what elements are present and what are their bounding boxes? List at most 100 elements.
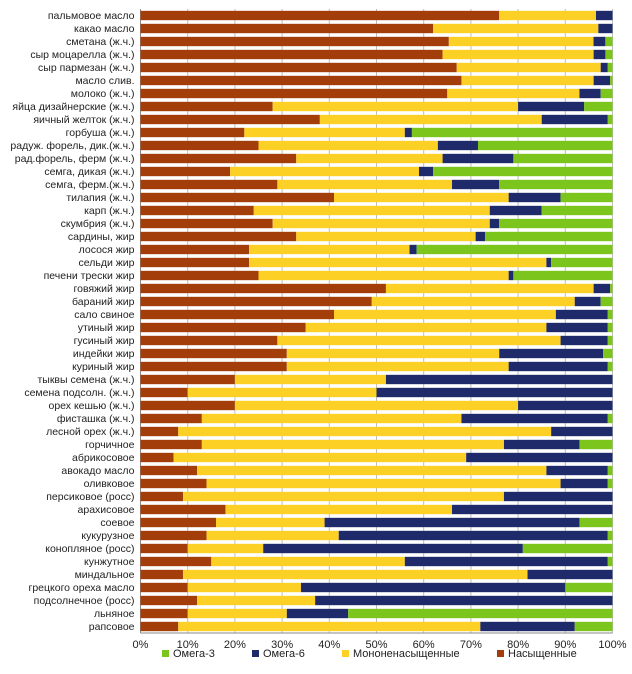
bar-segment <box>286 361 509 372</box>
category-label: орех кешью (ж.ч.) <box>48 400 134 412</box>
bar-segment <box>411 127 613 138</box>
bar-segment <box>206 478 561 489</box>
bar-segment <box>140 569 183 580</box>
bar-segment <box>187 387 377 398</box>
bar-segment <box>607 114 613 125</box>
category-label: бараний жир <box>72 296 135 308</box>
bar-segment <box>300 582 566 593</box>
category-label: соевое <box>100 517 134 529</box>
bar-segment <box>296 231 476 242</box>
bar-segment <box>579 439 613 450</box>
bar-segment <box>296 153 443 164</box>
bar-segment <box>182 491 504 502</box>
bar-segment <box>140 244 250 255</box>
bar-segment <box>140 608 188 619</box>
legend-swatch <box>162 650 169 657</box>
bar-segment <box>447 88 580 99</box>
bar-segment <box>140 348 287 359</box>
bar-segment <box>574 621 613 632</box>
bar-segment <box>607 309 613 320</box>
bar-segment <box>489 205 542 216</box>
x-tick-label: 30% <box>271 639 293 651</box>
bar-segment <box>593 283 611 294</box>
bar-segment <box>140 361 287 372</box>
bar-segment <box>140 322 306 333</box>
bar-segment <box>140 75 462 86</box>
bar-segment <box>513 270 613 281</box>
bar-segment <box>272 101 519 112</box>
bar-segment <box>503 491 613 502</box>
bar-segment <box>546 257 552 268</box>
bar-segment <box>140 218 273 229</box>
bar-segment <box>258 270 509 281</box>
bar-segment <box>140 335 278 346</box>
bar-segment <box>338 530 608 541</box>
bar-segment <box>475 231 486 242</box>
bar-segment <box>448 36 594 47</box>
bar-segment <box>140 179 278 190</box>
x-tick-label: 10% <box>177 639 199 651</box>
bar-segment <box>140 439 202 450</box>
bar-segment <box>518 101 585 112</box>
bar-segment <box>595 10 613 21</box>
bar-segment <box>607 478 613 489</box>
category-label: грецкого ореха масло <box>29 582 135 594</box>
x-tick-label: 80% <box>507 639 529 651</box>
category-label: оливковое <box>84 478 135 490</box>
category-label: авокадо масло <box>61 465 134 477</box>
bar-segment <box>433 166 613 177</box>
category-label: радуж. форель, дик.(ж.ч.) <box>10 140 134 152</box>
bar-segment <box>551 426 613 437</box>
bar-segment <box>140 101 273 112</box>
legend-swatch <box>252 650 259 657</box>
bar-segment <box>546 322 608 333</box>
bar-segment <box>253 205 490 216</box>
bar-segment <box>600 88 613 99</box>
bar-segment <box>442 49 594 60</box>
category-label: семга, дикая (ж.ч.) <box>44 166 134 178</box>
bar-segment <box>178 621 481 632</box>
bar-segment <box>140 517 217 528</box>
bar-segment <box>211 556 405 567</box>
category-label: сметана (ж.ч.) <box>66 36 134 48</box>
bar-segment <box>272 218 490 229</box>
bar-segment <box>404 127 412 138</box>
bar-segment <box>234 400 519 411</box>
bar-segment <box>140 491 183 502</box>
x-tick-label: 70% <box>460 639 482 651</box>
category-label: горчичное <box>85 439 134 451</box>
bar-segment <box>140 231 297 242</box>
bar-segment <box>140 270 259 281</box>
category-label: гусиный жир <box>74 335 135 347</box>
bar-segment <box>508 270 514 281</box>
bar-segment <box>442 153 514 164</box>
bar-segment <box>508 192 561 203</box>
bar-segment <box>593 49 606 60</box>
legend-label: Мононенасыщенные <box>353 648 460 660</box>
bar-segment <box>225 504 453 515</box>
bar-segment <box>560 335 608 346</box>
bar-segment <box>277 335 561 346</box>
bar-segment <box>173 452 467 463</box>
bar-segment <box>140 465 198 476</box>
bar-segment <box>499 348 604 359</box>
bar-segment <box>234 374 386 385</box>
bar-segment <box>305 322 547 333</box>
bar-segment <box>605 49 613 60</box>
x-tick-label: 40% <box>318 639 340 651</box>
bar-segment <box>607 530 613 541</box>
category-label: конопляное (росс) <box>45 543 134 555</box>
bar-segment <box>522 543 613 554</box>
bar-segment <box>376 387 613 398</box>
category-label: индейки жир <box>73 348 135 360</box>
category-label: какао масло <box>74 23 135 35</box>
bar-segment <box>593 36 606 47</box>
bar-segment <box>598 23 613 34</box>
category-label: пальмовое масло <box>48 10 135 22</box>
category-label: персиковое (росс) <box>46 491 134 503</box>
bar-segment <box>418 166 434 177</box>
bar-segment <box>541 205 613 216</box>
x-tick-label: 0% <box>133 639 149 651</box>
bar-segment <box>607 322 613 333</box>
